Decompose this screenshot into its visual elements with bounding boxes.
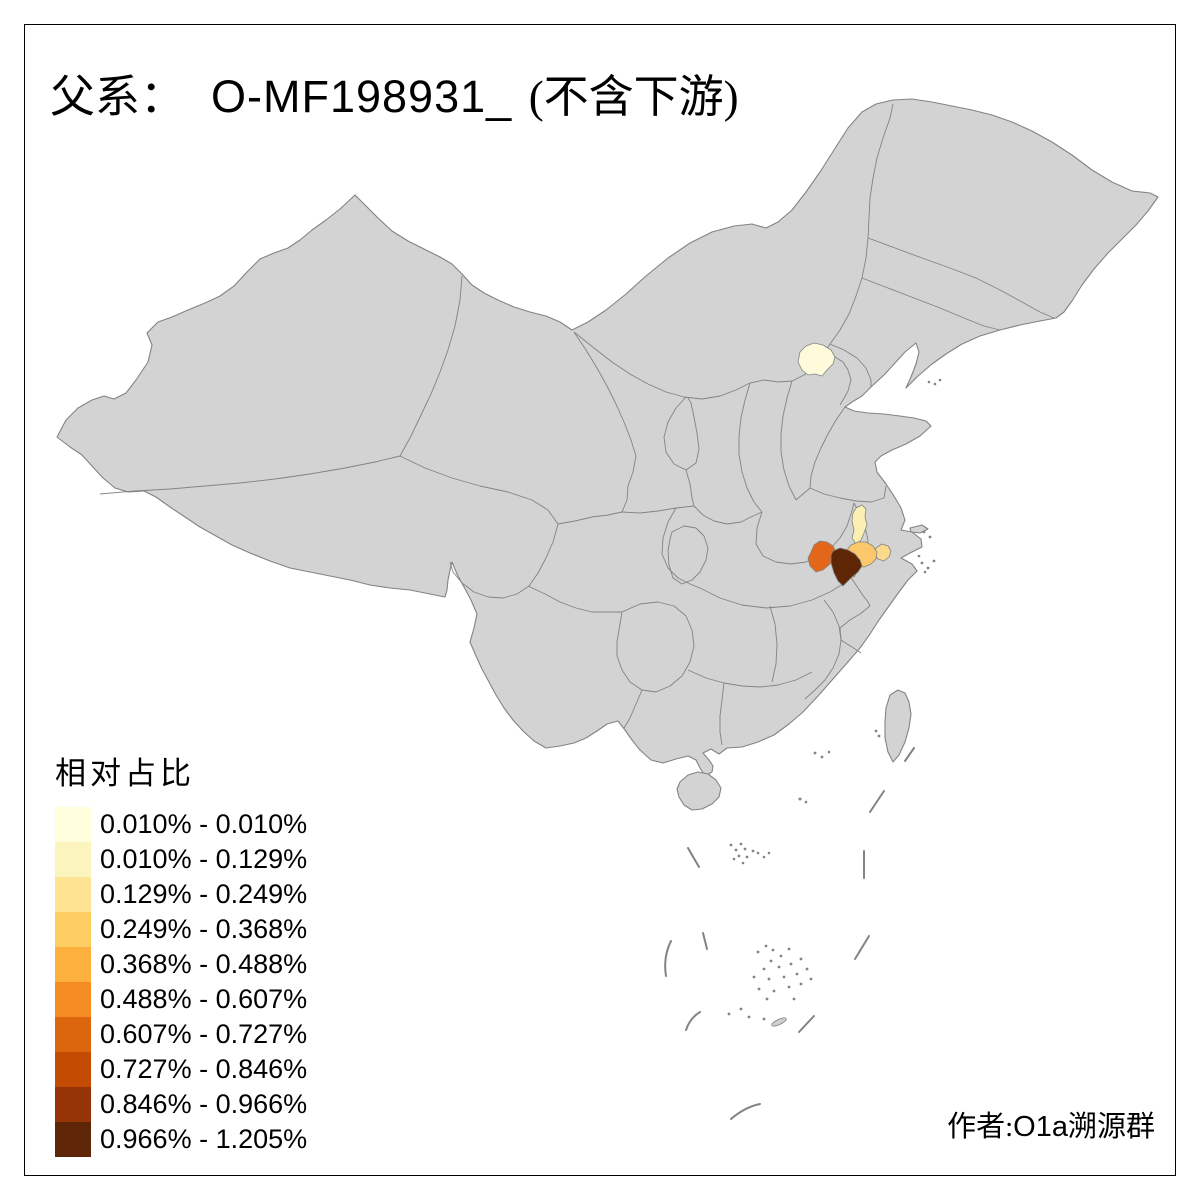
title-suffix: (不含下游)	[528, 72, 739, 122]
legend-swatch	[55, 1122, 91, 1157]
legend-row: 0.966% - 1.205%	[55, 1122, 307, 1157]
legend: 相对占比 0.010% - 0.010% 0.010% - 0.129% 0.1…	[55, 748, 307, 1157]
title-haplogroup-code: O-MF198931_	[211, 71, 513, 122]
legend-label: 0.129% - 0.249%	[100, 879, 308, 909]
legend-row: 0.249% - 0.368%	[55, 912, 307, 947]
legend-swatch	[55, 947, 91, 982]
legend-swatch	[55, 1087, 91, 1122]
legend-swatch	[55, 842, 91, 877]
legend-swatch	[55, 1017, 91, 1052]
province-borders	[99, 103, 1055, 746]
legend-row: 0.488% - 0.607%	[55, 982, 307, 1017]
legend-items: 0.010% - 0.010% 0.010% - 0.129% 0.129% -…	[55, 807, 307, 1157]
legend-label: 0.727% - 0.846%	[100, 1054, 308, 1084]
legend-row: 0.368% - 0.488%	[55, 947, 307, 982]
colored-regions	[797, 342, 892, 587]
credit-prefix: 作者:	[947, 1111, 1014, 1143]
legend-swatch	[55, 1052, 91, 1087]
legend-row: 0.129% - 0.249%	[55, 877, 307, 912]
legend-row: 0.846% - 0.966%	[55, 1087, 307, 1122]
taiwan-island	[884, 689, 912, 763]
legend-label: 0.488% - 0.607%	[100, 984, 308, 1014]
author-credit: 作者:O1a溯源群	[947, 1103, 1155, 1145]
legend-swatch	[55, 912, 91, 947]
region-central-anhui	[851, 504, 868, 545]
legend-row: 0.727% - 0.846%	[55, 1052, 307, 1087]
legend-label: 0.846% - 0.966%	[100, 1089, 308, 1119]
legend-label: 0.249% - 0.368%	[100, 914, 308, 944]
sea-islands	[727, 378, 942, 1027]
nine-dash-line	[664, 747, 915, 1120]
legend-row: 0.607% - 0.727%	[55, 1017, 307, 1052]
plot-frame	[24, 24, 1176, 1176]
legend-label: 0.010% - 0.010%	[100, 809, 308, 839]
land-group	[56, 98, 1159, 811]
legend-row: 0.010% - 0.129%	[55, 842, 307, 877]
legend-swatch	[55, 807, 91, 842]
credit-suffix: 溯源群	[1067, 1111, 1155, 1143]
hainan-island	[676, 771, 722, 811]
mainland-outline	[56, 98, 1159, 777]
legend-swatch	[55, 982, 91, 1017]
title-prefix: 父系：	[50, 72, 186, 122]
figure-title: 父系： O-MF198931_ (不含下游)	[50, 60, 739, 125]
legend-swatch	[55, 877, 91, 912]
legend-label: 0.368% - 0.488%	[100, 949, 308, 979]
region-wuhan-area	[830, 547, 863, 587]
legend-row: 0.010% - 0.010%	[55, 807, 307, 842]
region-beijing	[797, 342, 836, 377]
legend-title: 相对占比	[55, 756, 195, 791]
credit-code: O1a	[1013, 1111, 1068, 1143]
legend-label: 0.966% - 1.205%	[100, 1124, 308, 1154]
legend-label: 0.010% - 0.129%	[100, 844, 308, 874]
legend-label: 0.607% - 0.727%	[100, 1019, 308, 1049]
